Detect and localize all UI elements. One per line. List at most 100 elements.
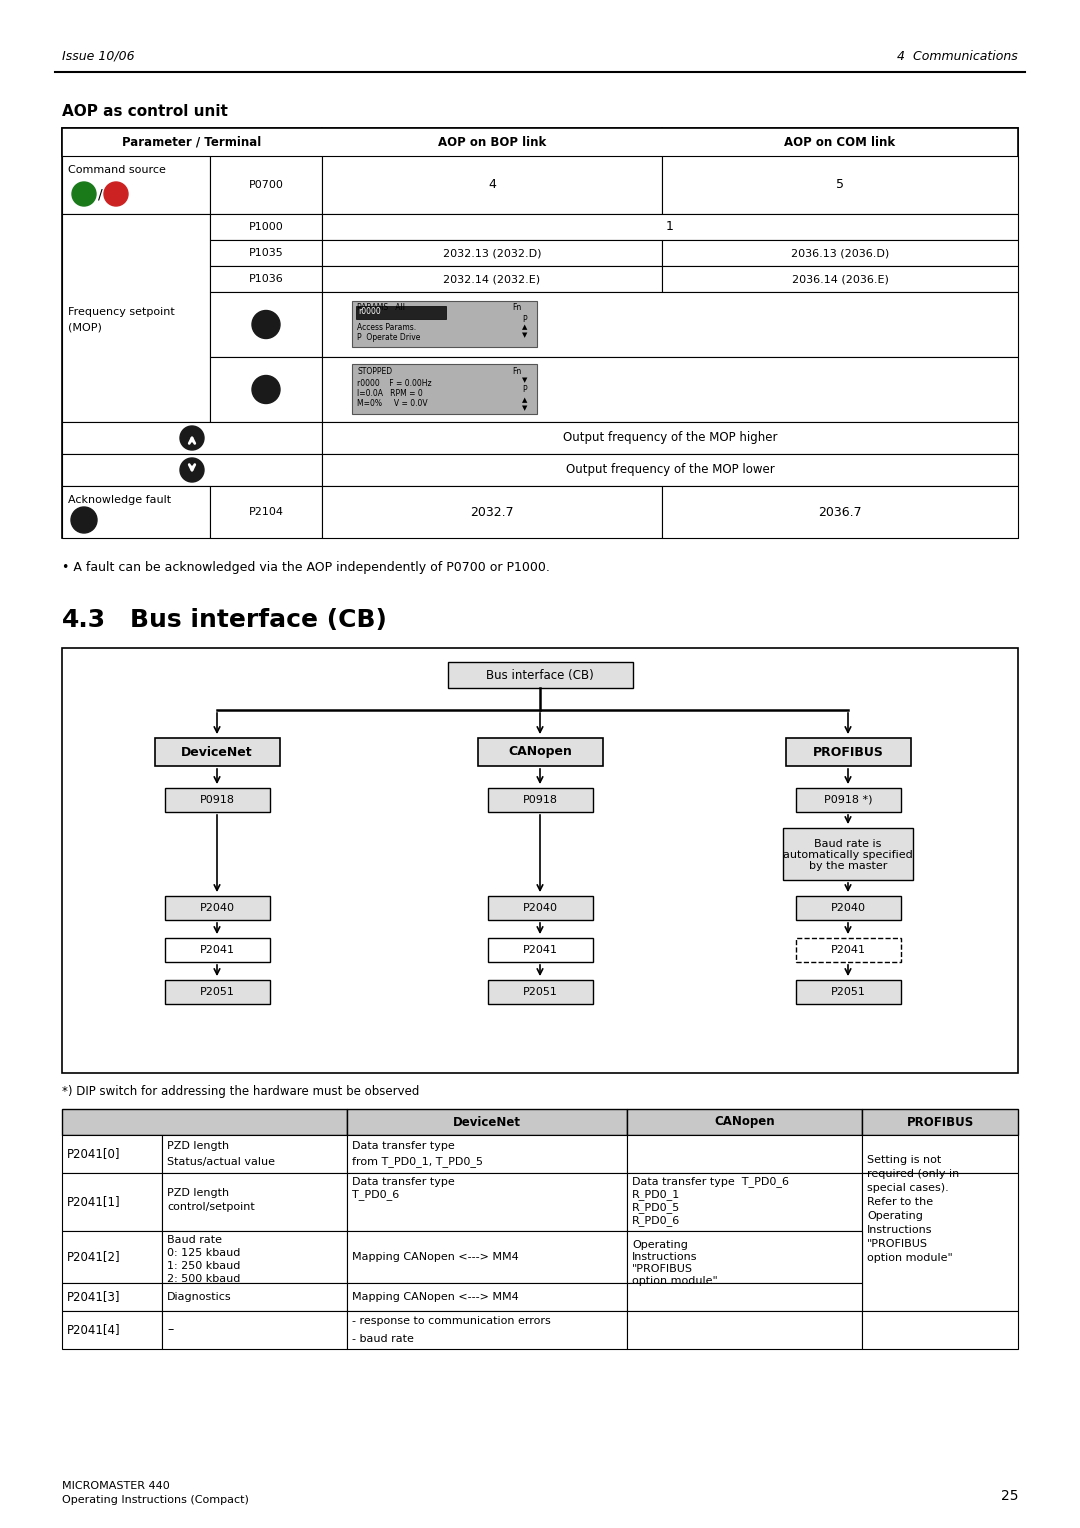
Bar bbox=[322, 128, 662, 156]
Bar bbox=[627, 1109, 862, 1135]
Text: R_PD0_1: R_PD0_1 bbox=[632, 1189, 680, 1201]
Text: option module": option module" bbox=[867, 1253, 953, 1264]
Circle shape bbox=[71, 507, 97, 533]
Text: Bus interface (CB): Bus interface (CB) bbox=[130, 608, 387, 633]
Bar bbox=[487, 788, 593, 811]
Text: Fn: Fn bbox=[258, 319, 273, 330]
Text: Access Params.: Access Params. bbox=[357, 322, 416, 332]
Bar bbox=[662, 486, 1018, 538]
Bar bbox=[662, 128, 1018, 156]
Text: Data transfer type: Data transfer type bbox=[352, 1141, 455, 1151]
Bar bbox=[627, 1311, 862, 1349]
Bar bbox=[783, 828, 913, 880]
Bar bbox=[322, 156, 662, 214]
Text: P: P bbox=[522, 315, 527, 324]
Text: ▲: ▲ bbox=[522, 397, 527, 403]
Text: P2051: P2051 bbox=[831, 987, 865, 996]
Circle shape bbox=[180, 426, 204, 451]
Bar bbox=[662, 240, 1018, 266]
Circle shape bbox=[104, 182, 129, 206]
Text: P2040: P2040 bbox=[200, 903, 234, 914]
Text: DeviceNet: DeviceNet bbox=[181, 746, 253, 758]
Text: STOPPED: STOPPED bbox=[357, 368, 392, 376]
Bar bbox=[210, 240, 322, 266]
Bar bbox=[487, 938, 593, 963]
Text: 4  Communications: 4 Communications bbox=[897, 49, 1018, 63]
Text: "PROFIBUS: "PROFIBUS bbox=[632, 1264, 693, 1274]
Bar bbox=[164, 938, 270, 963]
Text: P0700: P0700 bbox=[248, 180, 283, 189]
Bar bbox=[210, 292, 322, 358]
Text: Operating Instructions (Compact): Operating Instructions (Compact) bbox=[62, 1494, 248, 1505]
Text: P2040: P2040 bbox=[831, 903, 865, 914]
Text: Operating: Operating bbox=[632, 1241, 688, 1250]
Circle shape bbox=[180, 458, 204, 481]
Bar bbox=[62, 486, 210, 538]
Bar bbox=[796, 938, 901, 963]
Bar bbox=[662, 156, 1018, 214]
Bar bbox=[164, 788, 270, 811]
Text: option module": option module" bbox=[632, 1276, 718, 1287]
Circle shape bbox=[72, 182, 96, 206]
Text: PROFIBUS: PROFIBUS bbox=[906, 1115, 974, 1129]
Text: R_PD0_6: R_PD0_6 bbox=[632, 1216, 680, 1227]
Text: 2036.7: 2036.7 bbox=[819, 506, 862, 518]
Text: P1000: P1000 bbox=[248, 222, 283, 232]
Text: CANopen: CANopen bbox=[508, 746, 572, 758]
Text: P1036: P1036 bbox=[248, 274, 283, 284]
Bar bbox=[322, 358, 1018, 422]
Text: Refer to the: Refer to the bbox=[867, 1196, 933, 1207]
Text: - response to communication errors: - response to communication errors bbox=[352, 1316, 551, 1326]
Text: 0: 0 bbox=[112, 188, 120, 200]
Text: P2051: P2051 bbox=[523, 987, 557, 996]
Bar bbox=[62, 454, 322, 486]
Text: required (only in: required (only in bbox=[867, 1169, 959, 1180]
Bar bbox=[487, 979, 593, 1004]
Bar bbox=[347, 1135, 627, 1174]
Text: Fn: Fn bbox=[512, 303, 522, 312]
Bar bbox=[162, 1174, 347, 1232]
Text: PARAMS   All: PARAMS All bbox=[357, 303, 405, 312]
Bar bbox=[210, 486, 322, 538]
Text: P1035: P1035 bbox=[248, 248, 283, 258]
Text: Frequency setpoint: Frequency setpoint bbox=[68, 307, 175, 316]
Bar bbox=[862, 1135, 1018, 1174]
Text: Bus interface (CB): Bus interface (CB) bbox=[486, 669, 594, 681]
Bar bbox=[62, 128, 1018, 538]
Text: Setting is not: Setting is not bbox=[867, 1155, 942, 1164]
Bar bbox=[162, 1284, 347, 1311]
Text: 1: 250 kbaud: 1: 250 kbaud bbox=[167, 1261, 241, 1271]
Bar bbox=[62, 1109, 347, 1135]
Text: P  Operate Drive: P Operate Drive bbox=[357, 333, 420, 341]
Bar bbox=[796, 979, 901, 1004]
Bar bbox=[796, 895, 901, 920]
Text: Fn: Fn bbox=[512, 368, 522, 376]
Circle shape bbox=[252, 376, 280, 403]
Text: from T_PD0_1, T_PD0_5: from T_PD0_1, T_PD0_5 bbox=[352, 1157, 483, 1167]
Text: T_PD0_6: T_PD0_6 bbox=[352, 1189, 400, 1201]
Bar bbox=[662, 266, 1018, 292]
Text: 2032.14 (2032.E): 2032.14 (2032.E) bbox=[444, 274, 541, 284]
Text: P0918: P0918 bbox=[200, 795, 234, 805]
Text: "PROFIBUS: "PROFIBUS bbox=[867, 1239, 928, 1248]
Text: Instructions: Instructions bbox=[632, 1251, 698, 1262]
Text: MICROMASTER 440: MICROMASTER 440 bbox=[62, 1481, 170, 1491]
Text: Data transfer type  T_PD0_6: Data transfer type T_PD0_6 bbox=[632, 1177, 789, 1187]
Bar bbox=[322, 486, 662, 538]
Bar bbox=[347, 1109, 627, 1135]
Text: P2041[4]: P2041[4] bbox=[67, 1323, 121, 1337]
Circle shape bbox=[252, 310, 280, 339]
Bar bbox=[62, 1284, 162, 1311]
Bar bbox=[487, 895, 593, 920]
Text: 4.3: 4.3 bbox=[62, 608, 106, 633]
Bar bbox=[785, 738, 910, 766]
Bar bbox=[62, 1232, 162, 1284]
Bar bbox=[162, 1232, 347, 1284]
Text: 2036.13 (2036.D): 2036.13 (2036.D) bbox=[791, 248, 889, 258]
Text: ▲: ▲ bbox=[522, 324, 527, 330]
Text: –: – bbox=[167, 1323, 173, 1337]
Bar bbox=[164, 895, 270, 920]
Text: 2032.13 (2032.D): 2032.13 (2032.D) bbox=[443, 248, 541, 258]
Bar bbox=[862, 1109, 1018, 1135]
Bar bbox=[62, 1311, 162, 1349]
